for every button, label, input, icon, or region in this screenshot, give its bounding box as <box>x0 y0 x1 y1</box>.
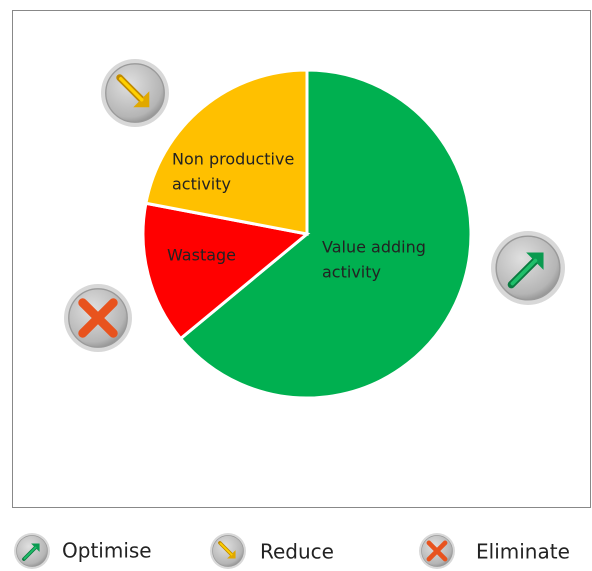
legend-icon <box>419 533 455 569</box>
legend-label: Optimise <box>62 539 152 563</box>
slice-label: Non productive <box>172 150 294 169</box>
legend-label: Reduce <box>260 540 334 564</box>
pie-slice <box>178 68 473 400</box>
pie-slice <box>141 201 311 341</box>
pie-slice <box>144 68 309 236</box>
pie <box>141 68 473 400</box>
eliminate-icon <box>64 284 132 352</box>
slice-label: Wastage <box>167 246 236 265</box>
slice-label: activity <box>322 263 381 282</box>
reduce-icon <box>101 59 169 127</box>
slice-label: Value adding <box>322 238 426 257</box>
slice-label: activity <box>172 175 231 194</box>
legend-icon <box>210 533 246 569</box>
legend-label: Eliminate <box>476 540 570 564</box>
legend-icon <box>14 533 50 569</box>
optimise-icon <box>491 231 565 305</box>
frame <box>12 10 591 508</box>
